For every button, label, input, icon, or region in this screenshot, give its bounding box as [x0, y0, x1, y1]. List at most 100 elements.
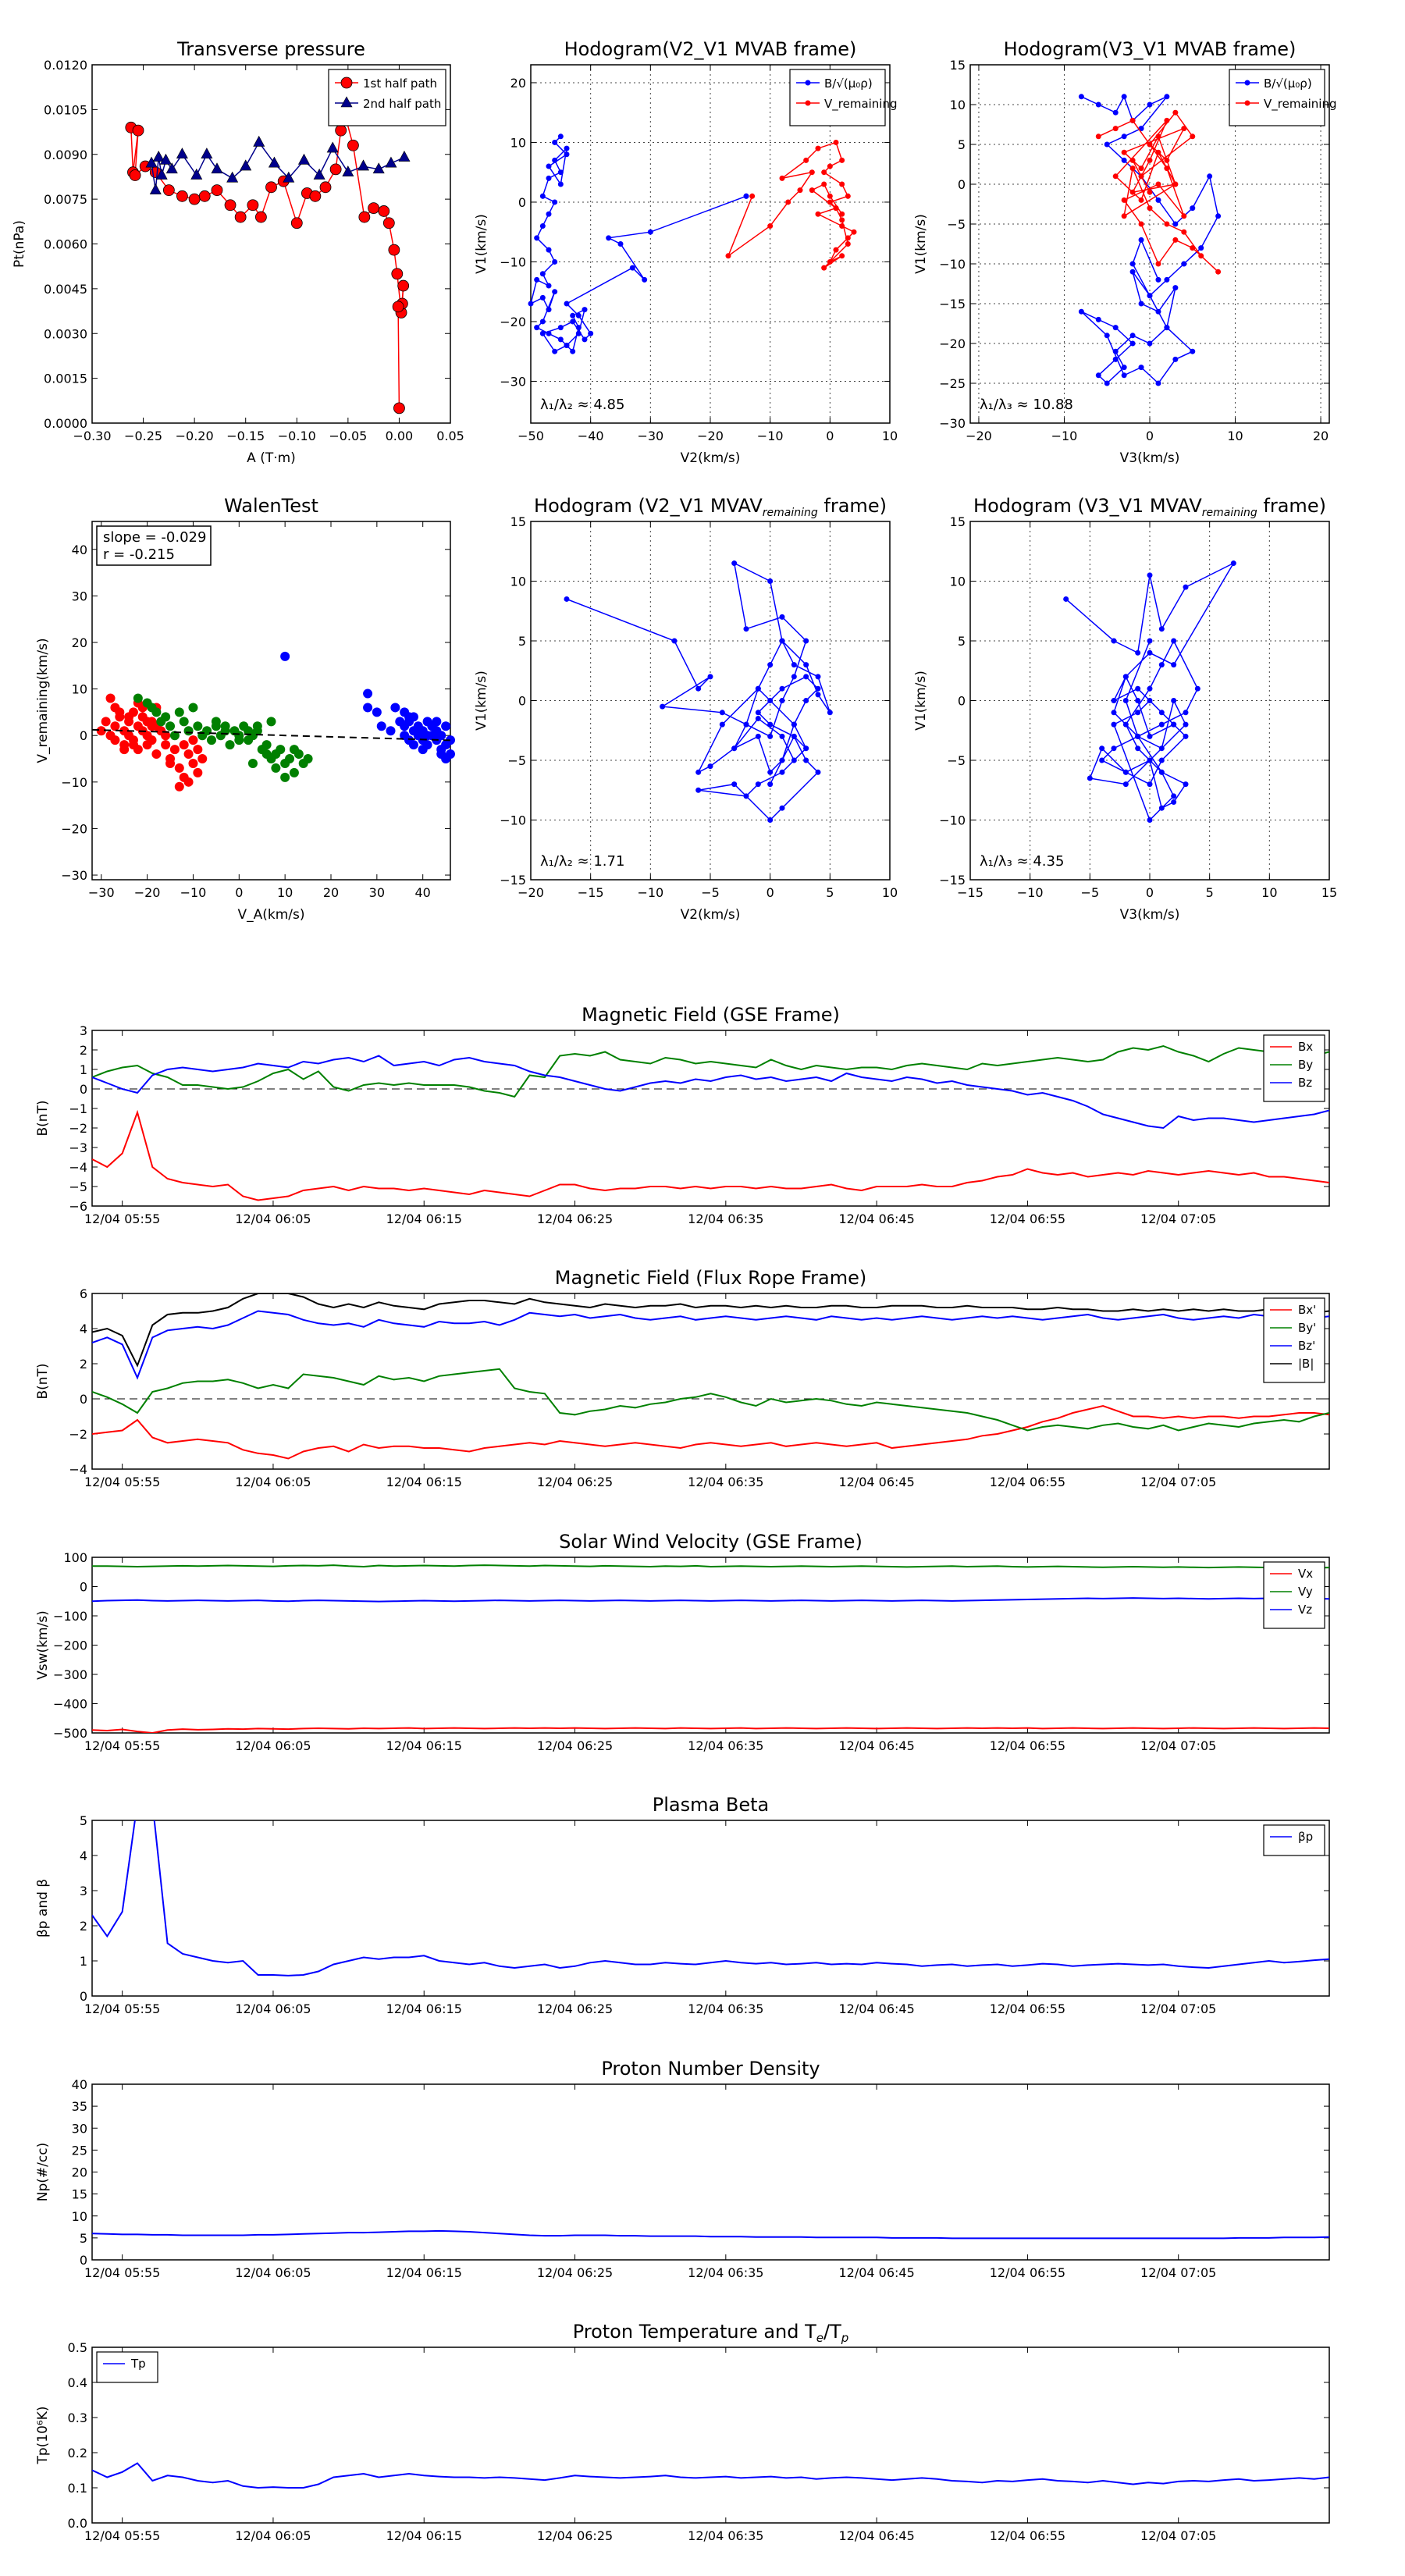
pt-xtick-label: 0.05	[436, 429, 464, 443]
hodo1-point	[845, 235, 851, 241]
walen-point	[266, 717, 276, 727]
beta-ytick-label: 3	[80, 1884, 87, 1898]
hodo1-frame	[530, 64, 891, 424]
hodo1-point	[552, 199, 558, 205]
hodo2-ytick-label: −10	[939, 257, 966, 272]
walen-xtick-label: 30	[369, 885, 385, 900]
hodo1-point	[617, 241, 624, 247]
walen-point	[193, 767, 203, 777]
hodo1-point	[534, 276, 540, 283]
vsw-xtick-label: 12/04 07:05	[1140, 1738, 1216, 1753]
hodo4-point	[1135, 685, 1141, 692]
pt-xtick-label: −0.15	[226, 429, 265, 443]
bgse-title: Magnetic Field (GSE Frame)	[582, 1004, 840, 1026]
hodo1-xtick-label: 0	[826, 429, 834, 443]
tp-ytick-label: 0.0	[68, 2516, 87, 2531]
hodo4-point	[1135, 733, 1141, 739]
walen-point	[261, 740, 272, 750]
hodo3-point	[755, 715, 761, 721]
hodo3-point	[767, 721, 774, 728]
beta-ytick-label: 0	[80, 1989, 87, 2004]
np-ytick-label: 0	[80, 2253, 87, 2268]
hodo3-ytick-label: −5	[507, 753, 526, 768]
hodo2-legend-marker	[1244, 80, 1250, 86]
hodo1-point	[827, 193, 833, 199]
hodo1-point	[564, 151, 570, 158]
hodo1-annotation: λ₁/λ₂ ≈ 4.85	[540, 397, 624, 413]
walen-point	[408, 740, 418, 750]
hodo4-point	[1122, 721, 1129, 728]
walen-xtick-label: −10	[180, 885, 207, 900]
vsw-xtick-label: 12/04 06:15	[386, 1738, 462, 1753]
tp-series-Tp-line	[92, 2462, 1329, 2489]
walen-annotation-box	[96, 525, 212, 566]
chart-beta: 12/04 05:55 12/04 06:05 12/04 06:15 12/04 0…	[35, 1794, 1330, 2016]
pt-xtick-label: 0.00	[386, 429, 414, 443]
hodo3-ytick-label: 10	[510, 575, 526, 589]
walen-point	[446, 735, 455, 745]
hodo1-xtick-label: −40	[578, 429, 604, 443]
walen-point	[179, 740, 189, 750]
walen-ytick-label: 0	[80, 728, 87, 743]
bgse-xtick-label: 12/04 06:15	[386, 1212, 462, 1226]
hodo3-ytick-label: −10	[500, 813, 526, 828]
hodo1-ytick-label: −10	[500, 254, 526, 269]
pt-point	[398, 150, 411, 162]
hodo2-point	[1138, 165, 1144, 172]
walen-point	[207, 735, 216, 745]
np-xtick-label: 12/04 06:35	[688, 2265, 763, 2280]
walen-point	[234, 735, 244, 745]
hodo1-point	[827, 199, 833, 205]
tp-xtick-label: 12/04 06:05	[235, 2528, 311, 2543]
hodo1-legend	[789, 69, 886, 126]
hodo2-point	[1155, 380, 1161, 386]
hodo4-title: Hodogram (V3_V1 MVAVremaining frame)	[973, 495, 1326, 519]
hodo4-ytick-label: −5	[947, 753, 966, 768]
bfr-series-Bx'-line	[92, 1404, 1329, 1460]
hodo1-legend-label: B/√(μ₀ρ)	[824, 76, 873, 91]
hodo4-point	[1063, 596, 1069, 602]
hodo3-point	[779, 614, 785, 620]
beta-xtick-label: 12/04 06:35	[688, 2001, 763, 2016]
hodo2-point	[1104, 333, 1110, 339]
hodo3-point	[660, 703, 666, 710]
hodo2-point	[1147, 293, 1153, 299]
hodo1-point	[821, 265, 827, 271]
walen-point	[276, 745, 286, 755]
hodo1-point	[827, 258, 833, 265]
pt-point	[388, 244, 400, 256]
walen-point	[193, 721, 203, 731]
hodo4-point	[1111, 745, 1117, 752]
hodo4-point	[1135, 649, 1141, 656]
vsw-title: Solar Wind Velocity (GSE Frame)	[559, 1531, 863, 1553]
pt-ytick-label: 0.0045	[44, 282, 87, 297]
hodo2-ytick-label: −5	[947, 217, 966, 232]
pt-point	[234, 211, 247, 223]
pt-ytick-label: 0.0075	[44, 192, 87, 207]
hodo1-point	[839, 217, 845, 223]
vsw-ytick-label: −300	[53, 1667, 87, 1682]
hodo1-point	[839, 181, 845, 187]
bgse-legend-label: By	[1298, 1058, 1313, 1072]
hodo1-point	[809, 169, 815, 176]
walen-point	[372, 707, 382, 717]
bgse-series-Bx-line	[92, 1109, 1329, 1201]
bfr-legend-label: |B|	[1298, 1357, 1314, 1371]
hodo1-point	[557, 169, 564, 176]
hodo2-xtick-label: 20	[1313, 429, 1329, 443]
hodo1-point	[564, 343, 570, 349]
hodo1-point	[647, 229, 653, 235]
hodo3-point	[755, 685, 761, 692]
pt-point	[290, 217, 303, 229]
hodo3-point	[791, 721, 797, 728]
hodo1-point	[557, 181, 564, 187]
hodo2-point	[1172, 285, 1179, 291]
chart-hodo4: −15 −10 −5 0 5 10 15 −15 −10 −5 0 5 10 15 Hodogram (V3…	[913, 495, 1337, 923]
hodo2-point	[1190, 245, 1196, 251]
hodo3-xtick-label: −10	[637, 885, 663, 900]
hodo2-point	[1164, 117, 1170, 123]
walen-point	[197, 754, 208, 764]
hodo2-point	[1129, 261, 1136, 267]
tp-ytick-label: 0.3	[68, 2411, 87, 2425]
bfr-xtick-label: 12/04 07:05	[1140, 1475, 1216, 1489]
